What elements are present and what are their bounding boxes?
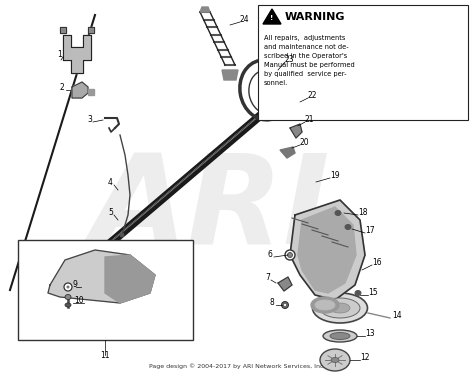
Ellipse shape — [65, 303, 71, 307]
Ellipse shape — [330, 303, 350, 313]
Text: 18: 18 — [358, 208, 367, 217]
Ellipse shape — [66, 285, 70, 288]
Ellipse shape — [283, 303, 286, 307]
Text: 21: 21 — [305, 115, 315, 124]
Text: 14: 14 — [392, 311, 401, 320]
Text: 17: 17 — [365, 226, 374, 235]
Ellipse shape — [65, 294, 71, 300]
Ellipse shape — [64, 283, 72, 291]
Text: 10: 10 — [74, 296, 83, 305]
Ellipse shape — [312, 293, 367, 323]
Ellipse shape — [330, 332, 350, 340]
Bar — [258, 5, 468, 120]
Text: All repairs,  adjustments
and maintenance not de-
scribed in the Operator's
Manu: All repairs, adjustments and maintenance… — [264, 35, 355, 86]
Polygon shape — [263, 9, 281, 24]
Text: 16: 16 — [372, 258, 382, 267]
Text: 5: 5 — [108, 208, 113, 217]
Ellipse shape — [335, 211, 341, 215]
Ellipse shape — [320, 349, 350, 371]
Text: 11: 11 — [100, 351, 110, 360]
Ellipse shape — [285, 250, 295, 260]
Text: Page design © 2004-2017 by ARI Network Services, Inc.: Page design © 2004-2017 by ARI Network S… — [149, 363, 325, 369]
Text: 23: 23 — [285, 55, 295, 64]
Text: 20: 20 — [300, 138, 310, 147]
Bar — [18, 240, 193, 340]
Polygon shape — [278, 277, 292, 291]
Ellipse shape — [323, 330, 357, 342]
Ellipse shape — [320, 298, 360, 318]
Polygon shape — [295, 100, 309, 120]
Text: 1: 1 — [57, 50, 62, 59]
Polygon shape — [48, 250, 155, 303]
Text: 13: 13 — [365, 329, 374, 338]
Text: 19: 19 — [330, 171, 340, 180]
Ellipse shape — [282, 301, 289, 309]
Text: 12: 12 — [360, 353, 370, 362]
Ellipse shape — [120, 233, 124, 237]
Polygon shape — [63, 35, 91, 73]
Polygon shape — [105, 255, 155, 303]
Text: 3: 3 — [87, 115, 92, 124]
Text: 15: 15 — [368, 288, 378, 297]
Ellipse shape — [345, 224, 351, 230]
Text: 22: 22 — [308, 91, 318, 100]
Polygon shape — [280, 147, 295, 158]
Polygon shape — [222, 70, 238, 80]
Ellipse shape — [311, 297, 339, 313]
Text: 24: 24 — [240, 15, 250, 24]
Polygon shape — [88, 27, 94, 33]
Polygon shape — [298, 207, 356, 293]
Polygon shape — [200, 7, 210, 12]
Text: !: ! — [270, 15, 273, 21]
Text: 9: 9 — [73, 280, 78, 289]
Text: 8: 8 — [270, 298, 275, 307]
Ellipse shape — [315, 300, 335, 310]
Polygon shape — [72, 82, 88, 98]
Text: ARI: ARI — [90, 150, 330, 270]
Polygon shape — [290, 200, 365, 300]
Text: 7: 7 — [265, 273, 270, 282]
Text: 6: 6 — [268, 250, 273, 259]
Ellipse shape — [355, 291, 361, 295]
Text: WARNING: WARNING — [285, 12, 346, 22]
Text: 4: 4 — [108, 178, 113, 187]
Ellipse shape — [249, 70, 285, 114]
Text: 2: 2 — [60, 83, 65, 92]
Polygon shape — [290, 124, 302, 138]
Polygon shape — [60, 27, 66, 33]
Ellipse shape — [288, 252, 292, 258]
Polygon shape — [88, 89, 94, 95]
Ellipse shape — [331, 358, 339, 362]
